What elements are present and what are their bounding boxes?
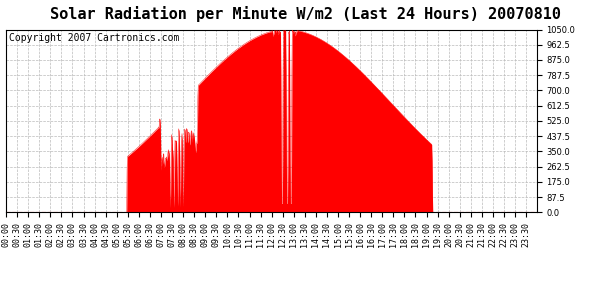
Text: Solar Radiation per Minute W/m2 (Last 24 Hours) 20070810: Solar Radiation per Minute W/m2 (Last 24… (49, 6, 561, 22)
Text: Copyright 2007 Cartronics.com: Copyright 2007 Cartronics.com (9, 33, 179, 43)
